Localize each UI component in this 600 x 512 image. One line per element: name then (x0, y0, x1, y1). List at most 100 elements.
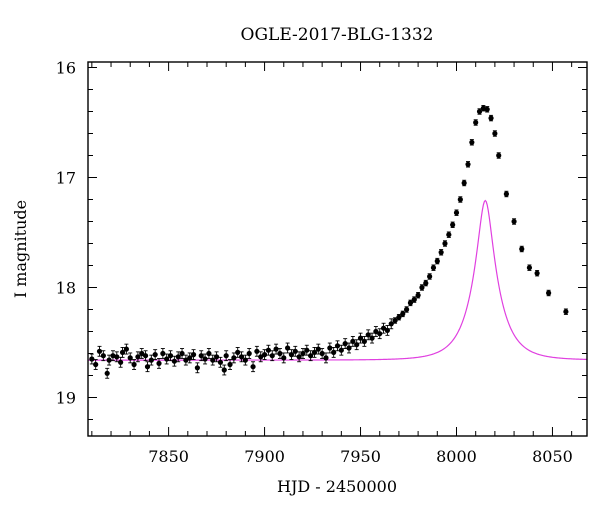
data-point (242, 357, 248, 363)
data-point (135, 354, 141, 360)
data-point (246, 350, 252, 357)
data-point (434, 258, 440, 264)
data-point (277, 350, 283, 357)
data-point (123, 346, 129, 352)
data-point (334, 343, 341, 349)
data-point (127, 355, 133, 361)
data-point (210, 357, 216, 363)
data-point (384, 327, 390, 333)
data-point (202, 356, 208, 362)
data-point (258, 354, 264, 360)
data-point (400, 311, 406, 317)
data-point (323, 355, 329, 361)
data-point (152, 352, 158, 358)
data-point (415, 292, 421, 298)
data-point (175, 354, 181, 360)
data-point (164, 356, 170, 362)
data-point (465, 161, 471, 167)
x-tick-labels: 7850 7900 7950 8000 8050 (148, 447, 573, 466)
data-point (156, 360, 162, 366)
data-point (144, 364, 151, 370)
data-point (442, 240, 448, 247)
data-point (227, 361, 233, 368)
data-point (319, 350, 325, 357)
axis-ticks (88, 62, 587, 436)
data-point (96, 348, 103, 354)
data-point (288, 352, 295, 358)
data-point (221, 367, 227, 373)
data-point (503, 191, 509, 197)
data-point (273, 346, 279, 352)
data-point (453, 210, 460, 216)
data-point (198, 353, 204, 359)
data-point (388, 321, 394, 327)
data-point (100, 353, 106, 359)
data-point (296, 354, 302, 360)
data-point (106, 357, 112, 363)
data-point (473, 119, 479, 126)
plot-area (88, 104, 587, 379)
data-point (461, 180, 467, 186)
data-point (119, 349, 126, 355)
data-point (327, 345, 333, 351)
data-point (346, 345, 352, 351)
data-point (427, 273, 433, 280)
y-tick-labels: 16 17 18 19 (56, 59, 76, 408)
y-axis-label: I magnitude (11, 200, 30, 298)
data-point (469, 139, 475, 145)
model-curve (88, 199, 587, 361)
data-point (292, 348, 298, 354)
x-axis-label: HJD - 2450000 (277, 477, 397, 496)
y-tick-label: 18 (56, 279, 76, 298)
data-point (223, 353, 229, 359)
plot-frame (87, 61, 588, 437)
data-point (357, 335, 364, 341)
data-point (403, 306, 410, 313)
data-point (496, 152, 502, 159)
data-point (407, 300, 414, 306)
data-point (160, 350, 166, 357)
data-points (89, 104, 569, 379)
data-point (373, 328, 379, 335)
data-point (148, 357, 154, 363)
data-point (331, 349, 337, 355)
data-point (300, 350, 306, 357)
data-point (438, 249, 444, 255)
x-tick-label: 8050 (532, 447, 573, 466)
data-point (93, 361, 99, 368)
data-point (171, 358, 177, 364)
data-point (308, 353, 314, 359)
data-point (396, 314, 402, 320)
data-point (118, 359, 124, 365)
data-point (250, 364, 256, 370)
data-point (484, 106, 490, 112)
data-point (411, 297, 417, 303)
data-point (213, 354, 220, 360)
data-point (235, 349, 241, 355)
data-point (519, 246, 525, 252)
data-point (114, 354, 120, 360)
x-tick-label: 7950 (340, 447, 381, 466)
data-point (446, 232, 452, 238)
y-tick-label: 16 (56, 59, 76, 78)
data-point (338, 347, 344, 353)
x-tick-label: 7900 (244, 447, 285, 466)
data-point (342, 341, 348, 347)
data-point (450, 222, 456, 228)
data-point (488, 115, 494, 121)
x-tick-label: 8000 (436, 447, 477, 466)
data-point (142, 353, 149, 359)
y-tick-label: 19 (56, 389, 76, 408)
data-point (377, 331, 383, 337)
data-point (187, 355, 193, 361)
data-point (476, 108, 483, 115)
data-point (546, 290, 552, 296)
data-point (311, 349, 318, 355)
data-point (104, 370, 110, 376)
data-point (131, 361, 137, 368)
chart-title: OGLE-2017-BLG-1332 (241, 25, 434, 45)
data-point (457, 196, 463, 203)
data-point (526, 265, 533, 271)
data-point (392, 317, 398, 324)
